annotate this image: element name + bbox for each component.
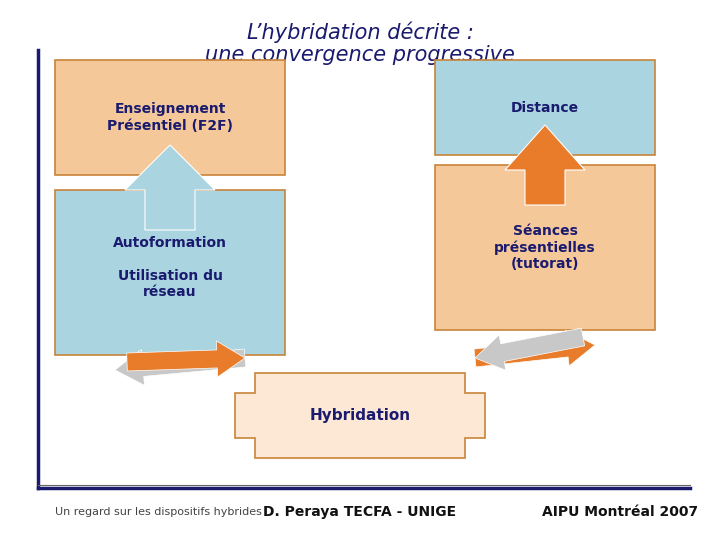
Polygon shape [505,125,585,205]
Bar [55,190,285,355]
Text: Distance: Distance [511,100,579,114]
Text: Enseignement
Présentiel (F2F): Enseignement Présentiel (F2F) [107,103,233,133]
FancyArrow shape [475,328,585,370]
Text: Séances
présentielles
(tutorat): Séances présentielles (tutorat) [494,224,596,271]
Text: D. Peraya TECFA - UNIGE: D. Peraya TECFA - UNIGE [264,505,456,519]
FancyArrow shape [127,341,245,377]
FancyArrow shape [474,330,595,367]
Text: Hybridation: Hybridation [310,408,410,423]
Polygon shape [235,373,485,458]
FancyArrow shape [115,349,246,386]
Text: Un regard sur les dispositifs hybrides: Un regard sur les dispositifs hybrides [55,507,262,517]
Text: AIPU Montréal 2007: AIPU Montréal 2007 [542,505,698,519]
Bar [435,165,655,330]
Text: une convergence progressive: une convergence progressive [205,45,515,65]
Bar [435,60,655,155]
Text: Autoformation

Utilisation du
réseau: Autoformation Utilisation du réseau [113,236,227,299]
Bar [55,60,285,175]
Polygon shape [125,145,215,230]
Text: L’hybridation décrite :: L’hybridation décrite : [246,21,474,43]
